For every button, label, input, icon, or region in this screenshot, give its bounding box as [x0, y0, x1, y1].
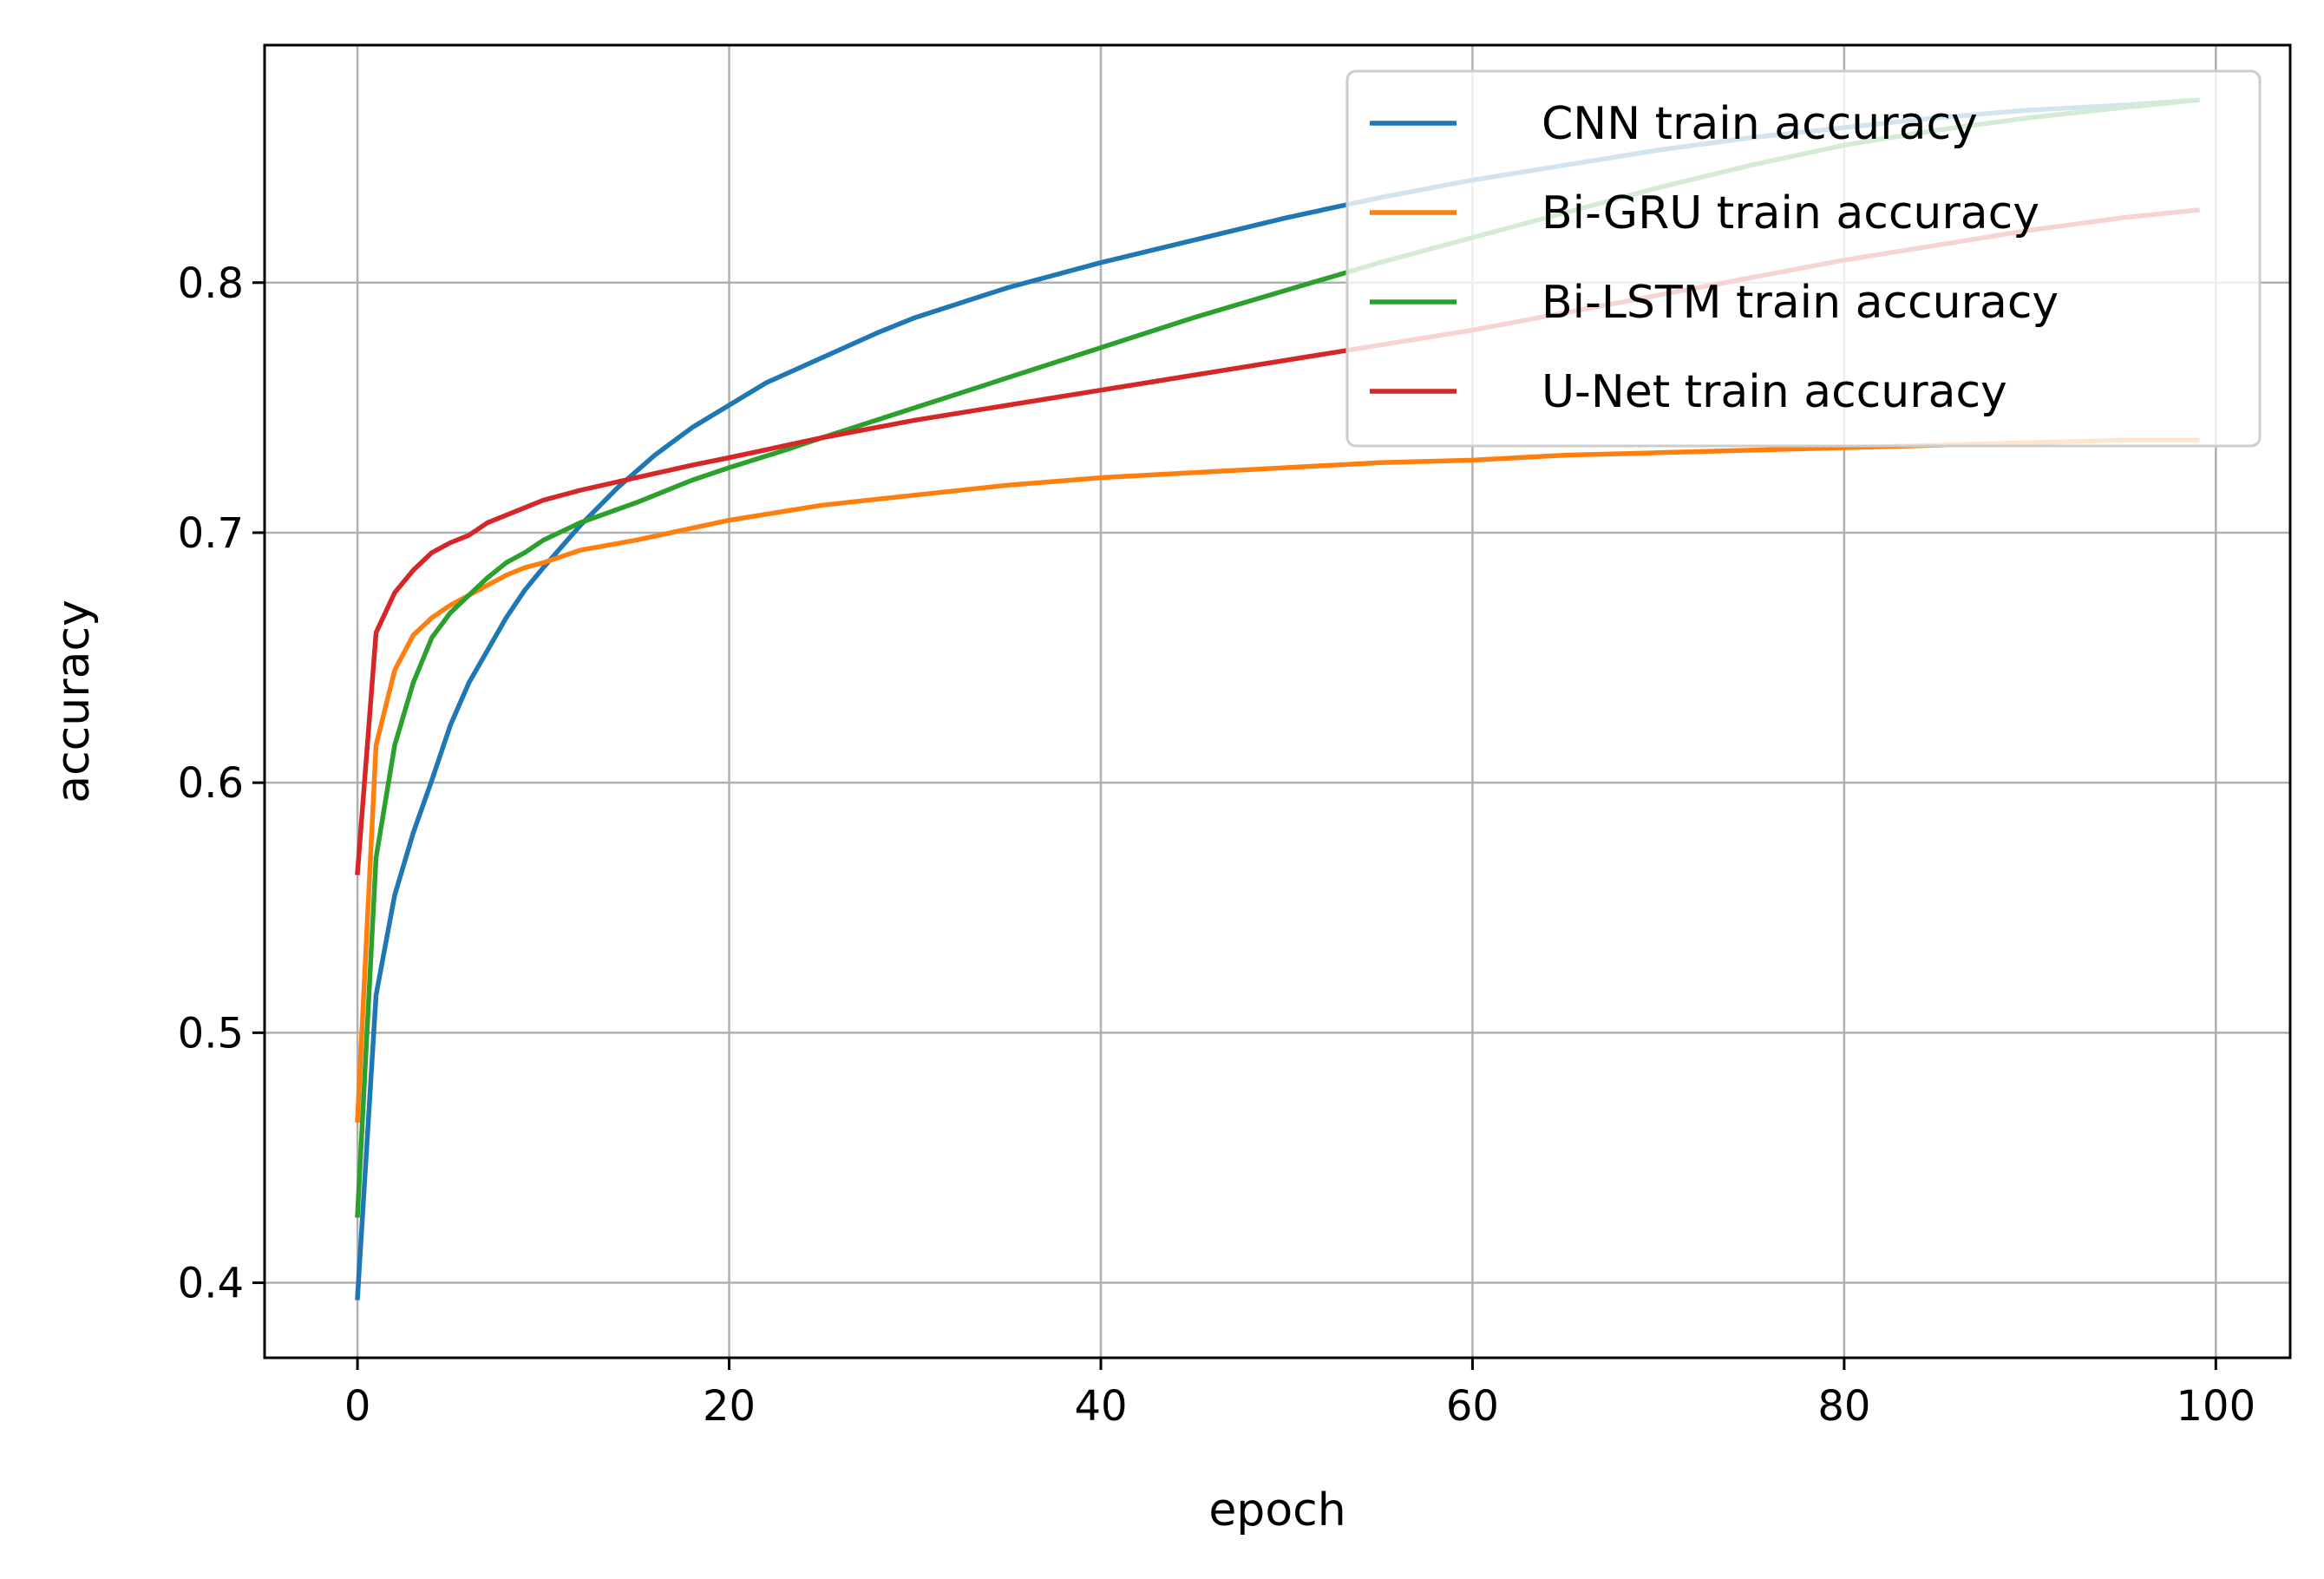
legend-label-0: CNN train accuracy [1542, 98, 1978, 150]
tick-layer: 0 20 40 60 80 100 0.4 0.5 0.6 0.7 0.8 [178, 259, 2255, 1431]
x-tick-label: 80 [1817, 1382, 1870, 1431]
legend-label-1: Bi-GRU train accuracy [1542, 187, 2039, 239]
legend-box [1345, 69, 2262, 448]
x-tick-label: 100 [2176, 1382, 2255, 1431]
legend-label-2: Bi-LSTM train accuracy [1542, 277, 2059, 329]
y-tick-label: 0.7 [178, 509, 244, 558]
legend: CNN train accuracy Bi-GRU train accuracy B… [1345, 69, 2262, 448]
legend-label-3: U-Net train accuracy [1542, 366, 2007, 418]
x-tick-label: 0 [344, 1382, 371, 1431]
plot-frame [263, 43, 2292, 1360]
y-tick-label: 0.4 [178, 1260, 244, 1308]
series-line-1 [355, 437, 2200, 1124]
y-axis-label: accuracy [48, 599, 100, 803]
x-axis-label: epoch [1208, 1484, 1345, 1536]
x-tick-label: 20 [703, 1382, 756, 1431]
x-tick-label: 40 [1074, 1382, 1127, 1431]
y-tick-label: 0.6 [178, 759, 244, 808]
x-tick-label: 60 [1446, 1382, 1499, 1431]
y-tick-label: 0.8 [178, 259, 244, 308]
y-tick-label: 0.5 [178, 1009, 244, 1058]
